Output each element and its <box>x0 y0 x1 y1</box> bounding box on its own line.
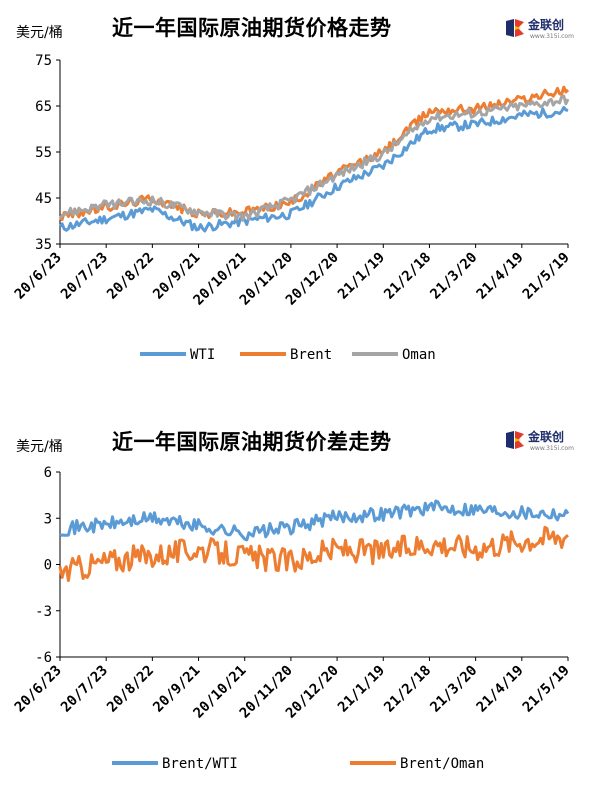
top-chart-unit-label: 美元/桶 <box>16 25 63 41</box>
y-tick-label: 45 <box>35 191 52 207</box>
legend-label: Brent/WTI <box>162 756 238 772</box>
top-logo-url: www.315i.com <box>530 33 574 40</box>
legend-label: Oman <box>402 347 436 363</box>
x-tick-label: 21/5/19 <box>520 663 573 716</box>
x-tick-label: 21/1/19 <box>335 663 388 716</box>
x-tick-label: 21/4/19 <box>474 663 527 716</box>
bottom-chart-title: 近一年国际原油期货价差走势 <box>112 430 392 454</box>
x-tick-label: 21/3/20 <box>427 663 480 716</box>
top-price-chart: 354555657520/6/2320/7/2320/8/2220/9/2120… <box>12 53 573 363</box>
y-tick-label: 55 <box>35 145 52 161</box>
y-tick-label: 3 <box>44 511 52 527</box>
series-line-brent-oman <box>58 525 569 582</box>
y-tick-label: 65 <box>35 99 52 115</box>
legend-label: WTI <box>190 347 215 363</box>
top-logo: 金联创 www.315i.com <box>504 14 580 44</box>
series-line-oman <box>58 94 570 222</box>
x-tick-label: 21/2/18 <box>381 663 434 716</box>
y-tick-label: 35 <box>35 237 52 253</box>
x-tick-label: 20/8/22 <box>104 663 157 716</box>
legend-label: Brent <box>290 347 332 363</box>
bottom-logo-url: www.315i.com <box>530 445 574 452</box>
bottom-chart-unit-label: 美元/桶 <box>16 439 63 455</box>
series-line-wti <box>58 105 569 233</box>
y-tick-label: -6 <box>35 650 52 666</box>
y-tick-label: -3 <box>35 604 52 620</box>
logo-mark-icon <box>506 431 524 449</box>
y-tick-label: 75 <box>35 53 52 69</box>
bottom-logo: 金联创 www.315i.com <box>504 426 580 456</box>
x-tick-label: 20/6/23 <box>12 663 65 716</box>
y-tick-label: 6 <box>44 465 52 481</box>
bottom-logo-text: 金联创 <box>528 430 565 444</box>
logo-mark-icon <box>506 19 524 37</box>
legend-label: Brent/Oman <box>400 756 484 772</box>
x-tick-label: 20/7/23 <box>58 663 111 716</box>
series-line-brent-wti <box>59 499 570 542</box>
top-logo-text: 金联创 <box>528 18 565 32</box>
top-chart-title: 近一年国际原油期货价格走势 <box>112 16 392 40</box>
y-tick-label: 0 <box>44 558 52 574</box>
